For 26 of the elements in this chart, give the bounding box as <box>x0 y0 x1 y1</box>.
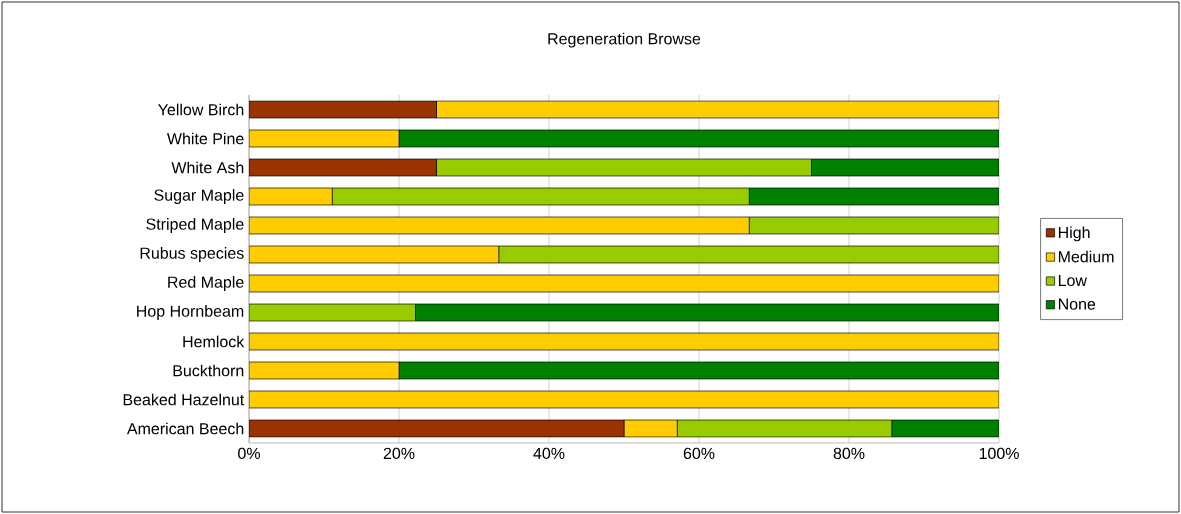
chart-title: Regeneration Browse <box>548 32 701 48</box>
x-tick-label: 20% <box>383 447 415 460</box>
bar <box>249 390 1000 409</box>
x-tick-label: 100% <box>979 447 1019 460</box>
y-tick-label: Sugar Maple <box>154 189 244 204</box>
y-tick-label: Red Maple <box>168 276 244 291</box>
y-tick-label: White Ash <box>171 161 244 174</box>
x-tick-label: 80% <box>833 447 865 460</box>
y-tick-label: White Pine <box>166 132 244 145</box>
legend-label: Low <box>1058 274 1087 287</box>
y-tick-label: American Beech <box>126 422 244 435</box>
legend-label: High <box>1058 226 1090 242</box>
bar <box>249 332 1000 351</box>
y-tick-label: Rubus species <box>140 247 244 262</box>
x-tick-label: 0% <box>238 447 260 460</box>
bar <box>249 274 1000 293</box>
y-tick-label: Hemlock <box>183 335 245 348</box>
y-tick-label: Striped Maple <box>146 218 244 233</box>
legend-label: Medium <box>1058 250 1114 263</box>
x-tick-label: 60% <box>683 447 715 460</box>
y-tick-label: Beaked Hazelnut <box>123 393 245 406</box>
y-tick-label: Hop Hornbeam <box>137 305 244 320</box>
y-tick-label: Buckthorn <box>173 364 244 377</box>
x-tick-label: 40% <box>533 447 565 460</box>
y-tick-label: Yellow Birch <box>158 103 244 116</box>
legend-label: None <box>1058 298 1096 310</box>
